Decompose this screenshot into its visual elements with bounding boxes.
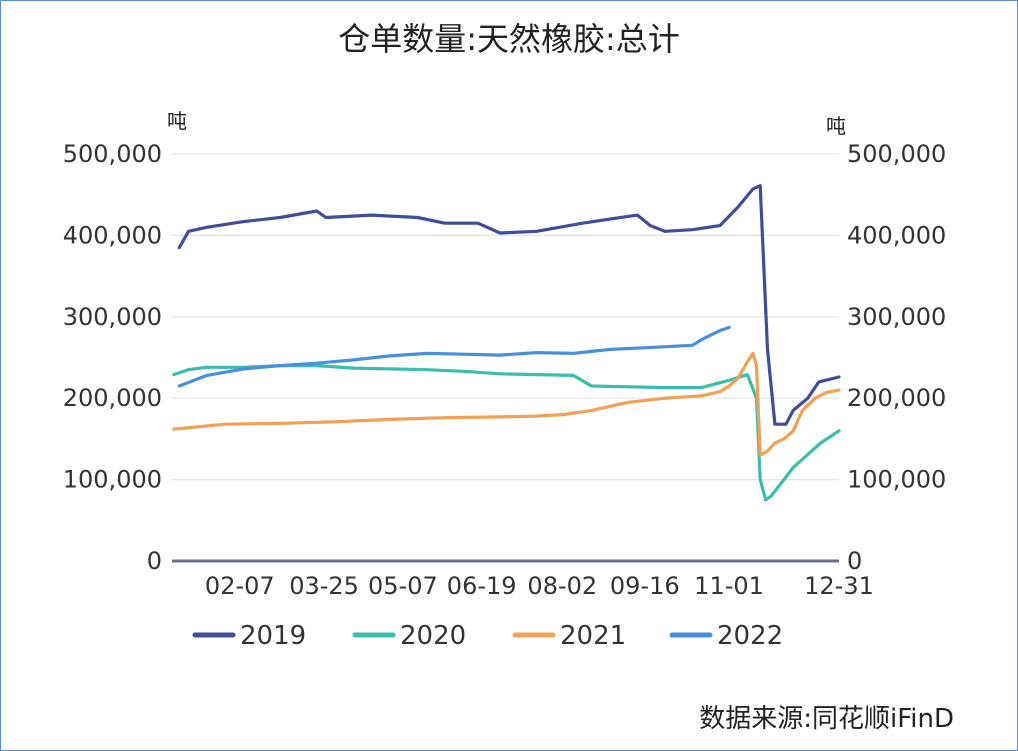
left-y-tick-label: 100,000 — [63, 466, 162, 494]
y-unit-right: 吨 — [826, 114, 846, 138]
legend: 2019 2020 2021 2022 — [192, 621, 783, 651]
x-tick-label: 06-19 — [447, 572, 517, 600]
x-tick-label: 11-01 — [694, 572, 764, 600]
series-line-2021 — [172, 351, 841, 457]
x-axis-ticks: 02-07 03-25 05-07 06-19 08-02 09-16 11-01 12-31 — [205, 572, 874, 600]
left-y-axis-ticks: 0 100,000 200,000 300,000 400,000 500,000 — [63, 140, 162, 575]
legend-label-2021: 2021 — [560, 621, 626, 651]
right-y-tick-label: 0 — [847, 547, 862, 575]
x-tick-label: 09-16 — [610, 572, 680, 600]
data-source: 数据来源:同花顺iFinD — [699, 704, 954, 734]
x-tick-label: 12-31 — [804, 572, 874, 600]
x-tick-label: 03-25 — [289, 572, 359, 600]
legend-label-2022: 2022 — [717, 621, 783, 651]
right-y-tick-label: 300,000 — [847, 303, 946, 331]
right-y-tick-label: 200,000 — [847, 384, 946, 412]
x-tick-label: 02-07 — [205, 572, 275, 600]
chart-title: 仓单数量:天然橡胶:总计 — [338, 20, 680, 58]
right-y-tick-label: 500,000 — [847, 140, 946, 168]
series-lines — [172, 184, 841, 502]
left-y-tick-label: 0 — [147, 547, 162, 575]
x-tick-label: 08-02 — [527, 572, 597, 600]
right-y-tick-label: 400,000 — [847, 221, 946, 249]
series-line-2022 — [177, 325, 731, 388]
y-unit-left: 吨 — [167, 109, 187, 133]
gridlines — [172, 153, 839, 481]
left-y-tick-label: 300,000 — [63, 303, 162, 331]
right-y-tick-label: 100,000 — [847, 466, 946, 494]
left-y-tick-label: 500,000 — [63, 140, 162, 168]
right-y-axis-ticks: 0 100,000 200,000 300,000 400,000 500,000 — [847, 140, 946, 575]
series-line-2019 — [177, 184, 841, 426]
left-y-tick-label: 400,000 — [63, 221, 162, 249]
x-tick-label: 05-07 — [368, 572, 438, 600]
left-y-tick-label: 200,000 — [63, 384, 162, 412]
legend-label-2020: 2020 — [400, 621, 466, 651]
legend-label-2019: 2019 — [240, 621, 306, 651]
